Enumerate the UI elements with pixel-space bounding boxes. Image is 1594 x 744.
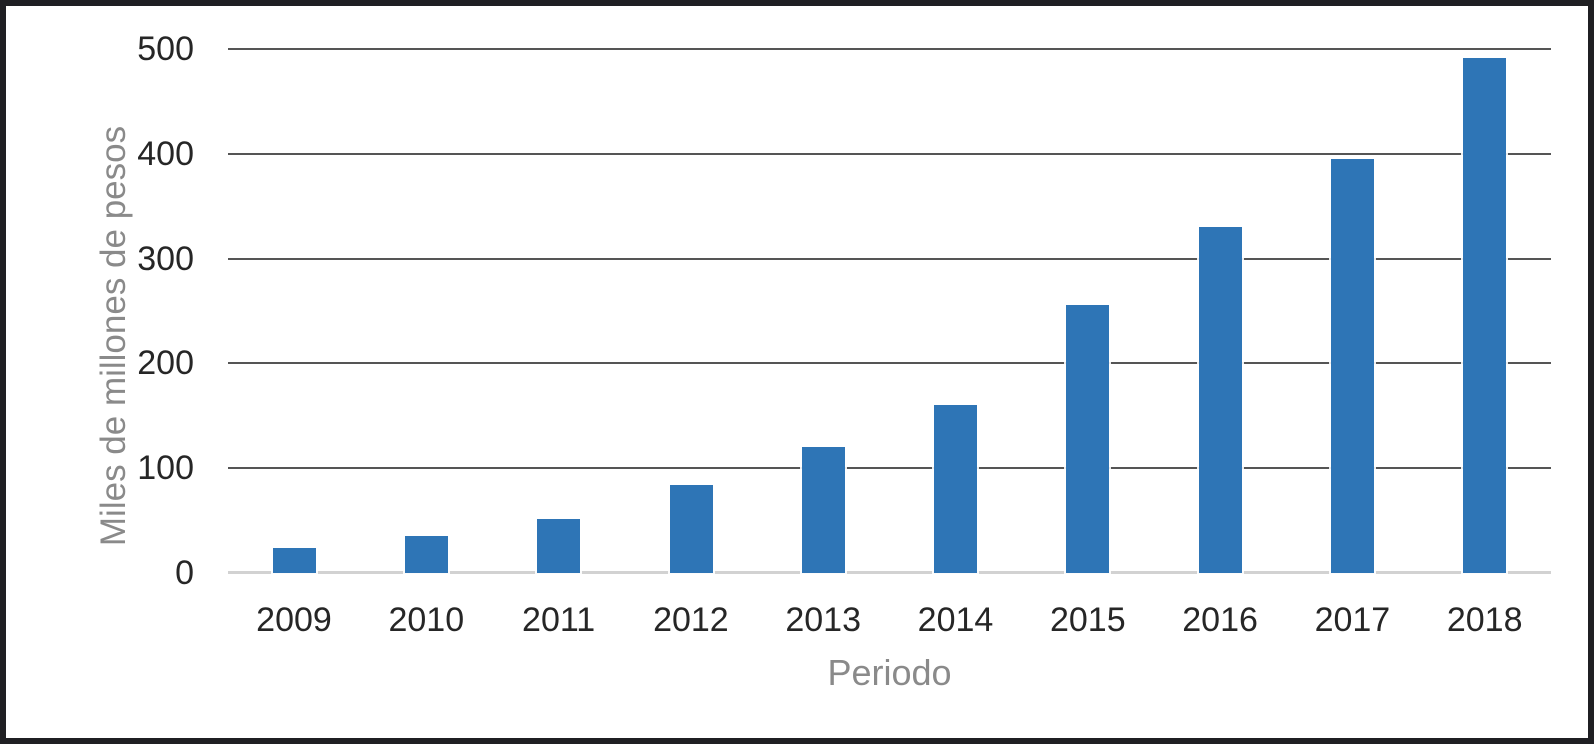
gridline-100 — [228, 467, 1551, 470]
gridline-300 — [228, 257, 1551, 260]
x-tick-label-2013: 2013 — [785, 601, 861, 639]
x-tick-label-2018: 2018 — [1446, 601, 1523, 639]
x-tick-label-2011: 2011 — [522, 601, 596, 639]
x-tick-label-2009: 2009 — [256, 601, 332, 639]
bar-2014 — [934, 405, 978, 573]
bar-2012 — [669, 485, 713, 573]
y-tick-label-500: 500 — [137, 30, 194, 68]
y-tick-label-400: 400 — [137, 134, 194, 173]
x-tick-label-2010: 2010 — [388, 601, 465, 639]
x-tick-label-2012: 2012 — [653, 601, 729, 639]
bar-2011 — [537, 519, 581, 573]
plot-area — [228, 48, 1551, 574]
bar-2013 — [801, 447, 845, 573]
bar-2010 — [404, 536, 448, 573]
y-tick-label-300: 300 — [137, 239, 194, 278]
x-axis-line — [228, 571, 1551, 574]
gridline-200 — [228, 362, 1551, 365]
y-tick-label-100: 100 — [137, 449, 194, 488]
y-tick-label-200: 200 — [137, 344, 194, 383]
x-tick-label-2016: 2016 — [1182, 601, 1258, 639]
bar-2018 — [1463, 58, 1507, 573]
x-tick-label-2017: 2017 — [1314, 601, 1391, 639]
x-tick-label-2014: 2014 — [917, 601, 994, 639]
bar-2015 — [1066, 305, 1110, 573]
x-axis-title: Periodo — [827, 652, 952, 693]
bar-2009 — [272, 548, 316, 573]
x-tick-label-2015: 2015 — [1049, 601, 1126, 639]
y-tick-label-0: 0 — [175, 554, 194, 592]
gridline-400 — [228, 152, 1551, 155]
gridline-500 — [228, 48, 1551, 50]
bar-2016 — [1198, 227, 1242, 573]
bar-2017 — [1331, 159, 1375, 573]
